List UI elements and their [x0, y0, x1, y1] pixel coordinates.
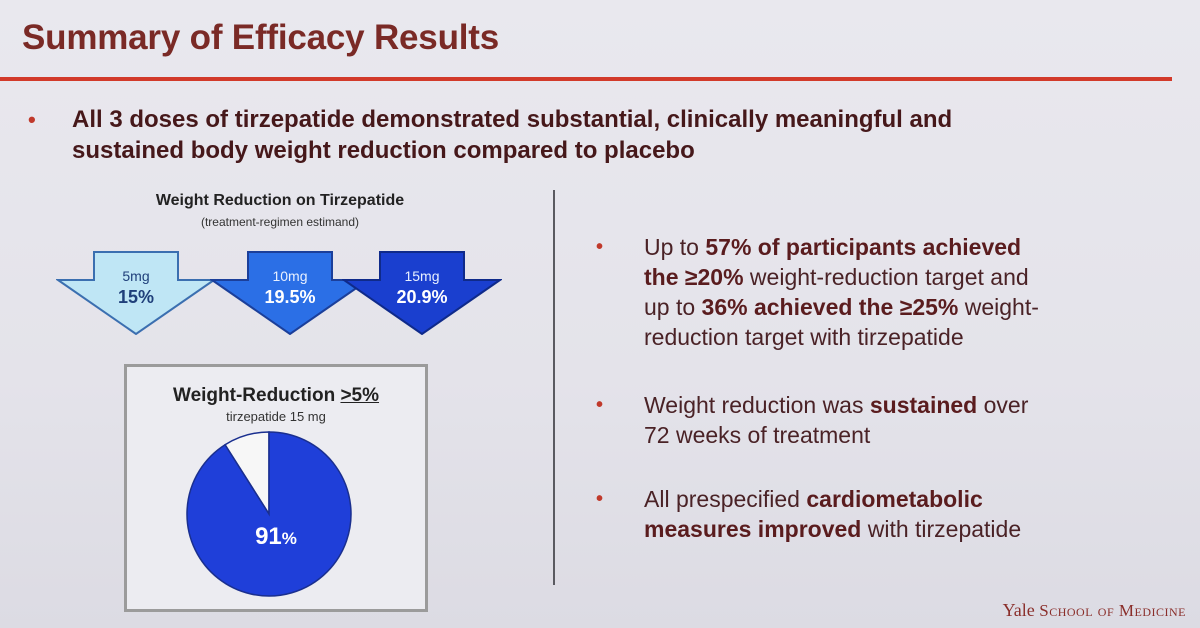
text-run: over [977, 392, 1029, 418]
dose-arrow-15mg: 15mg 20.9% [342, 250, 502, 335]
text-run-bold: 36% achieved the ≥25% [701, 294, 959, 320]
arrow-value-label: 15% [117, 287, 155, 307]
top-bullet-line-1: All 3 doses of tirzepatide demonstrated … [72, 106, 953, 133]
top-bullet-line-2: sustained body weight reduction compared… [72, 137, 695, 164]
pie-slice-achieved [186, 431, 352, 597]
bullet-line: Weight reduction was sustained over [644, 390, 1144, 420]
arrows-chart-subtitle: (treatment-regimen estimand) [200, 215, 360, 229]
text-run: reduction target with tirzepatide [644, 324, 964, 350]
bullet-line: the ≥20% weight-reduction target and [644, 262, 1144, 292]
text-run: up to [644, 294, 702, 320]
footer-school: School of Medicine [1039, 601, 1186, 620]
pie-title-prefix: Weight-Reduction [172, 385, 341, 406]
text-run-bold: 57% of participants achieved [705, 234, 1022, 260]
text-run: Up to [644, 234, 706, 260]
arrow-dose-label: 10mg [272, 268, 308, 284]
text-run: weight- [958, 294, 1039, 320]
bullet-dot: • [596, 236, 604, 258]
text-run: All prespecified [644, 486, 807, 512]
text-run-bold: measures improved [644, 516, 862, 542]
bullet-line: 72 weeks of treatment [644, 420, 1144, 450]
pie-value: 91 [255, 523, 282, 550]
slide-title: Summary of Efficacy Results [22, 18, 499, 57]
text-run-bold: the ≥20% [644, 264, 744, 290]
bullet-line: reduction target with tirzepatide [644, 322, 1144, 352]
text-run-bold: sustained [869, 392, 978, 418]
bullet-line: Up to 57% of participants achieved [644, 232, 1144, 262]
arrows-chart-title: Weight Reduction on Tirzepatide [155, 192, 405, 209]
arrow-value-label: 20.9% [396, 287, 448, 307]
column-divider [553, 190, 555, 585]
title-divider [0, 77, 1172, 81]
text-run: Weight reduction was [644, 392, 870, 418]
bullet-line: up to 36% achieved the ≥25% weight- [644, 292, 1144, 322]
bullet-line: measures improved with tirzepatide [644, 514, 1144, 544]
bullet-dot: • [596, 488, 604, 510]
footer-brand: Yale [1002, 600, 1035, 620]
arrow-dose-label: 5mg [122, 268, 150, 284]
pie-chart [186, 431, 352, 597]
dose-arrow-5mg: 5mg 15% [56, 250, 216, 335]
text-run: with tirzepatide [861, 516, 1022, 542]
text-run: weight-reduction target and [743, 264, 1029, 290]
pie-title-threshold: >5% [340, 385, 380, 406]
pie-chart-box: Weight-Reduction >5% tirzepatide 15 mg 9… [124, 364, 428, 612]
arrow-dose-label: 15mg [404, 268, 440, 284]
arrow-shape [210, 251, 370, 335]
text-run-bold: cardiometabolic [806, 486, 983, 512]
bullet-dot: • [28, 107, 36, 132]
arrow-shape [342, 251, 502, 335]
pie-chart-subtitle: tirzepatide 15 mg [226, 409, 326, 424]
pie-value-label: 91% [127, 523, 425, 551]
arrow-shape [56, 251, 216, 335]
arrow-value-label: 19.5% [264, 287, 316, 307]
bullet-dot: • [596, 394, 604, 416]
footer-logo: Yale School of Medicine [1003, 600, 1186, 621]
dose-arrow-10mg: 10mg 19.5% [210, 250, 370, 335]
text-run: 72 weeks of treatment [644, 422, 871, 448]
pie-chart-title: Weight-Reduction >5% [127, 385, 425, 407]
bullet-line: All prespecified cardiometabolic [644, 484, 1144, 514]
pie-value-unit: % [281, 529, 297, 548]
